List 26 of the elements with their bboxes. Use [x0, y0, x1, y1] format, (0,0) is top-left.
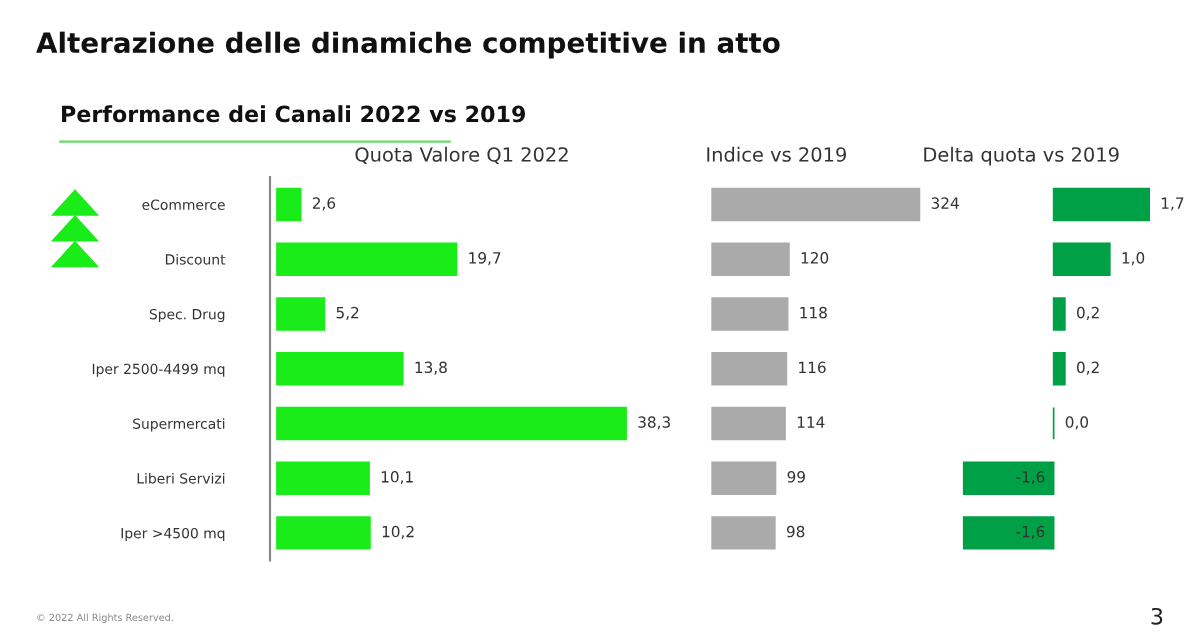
bar — [276, 187, 302, 222]
bar — [276, 351, 404, 386]
bar — [711, 242, 790, 276]
bar — [1052, 351, 1066, 386]
chart-title: Delta quota vs 2019 — [924, 146, 1119, 166]
text: 3 — [1151, 607, 1163, 625]
bar — [711, 406, 786, 441]
bar — [276, 242, 458, 276]
text: Performance dei Canali 2022 vs 2019 — [62, 105, 526, 123]
bar — [962, 516, 1055, 550]
bar — [276, 297, 326, 331]
bar — [1052, 297, 1066, 331]
bar — [711, 187, 921, 222]
chart-title: Indice vs 2019 — [707, 146, 846, 162]
bar — [711, 461, 777, 495]
bar — [1052, 242, 1111, 276]
bar — [711, 516, 776, 550]
bar — [276, 461, 370, 495]
bar — [1052, 187, 1150, 222]
bar — [276, 406, 627, 441]
chart-title: Quota Valore Q1 2022 — [355, 146, 568, 165]
bar — [962, 461, 1055, 495]
bar — [711, 351, 788, 386]
text: Alterazione delle dinamiche competitive in atto — [36, 31, 780, 59]
bar — [276, 516, 371, 550]
bar — [711, 297, 789, 331]
